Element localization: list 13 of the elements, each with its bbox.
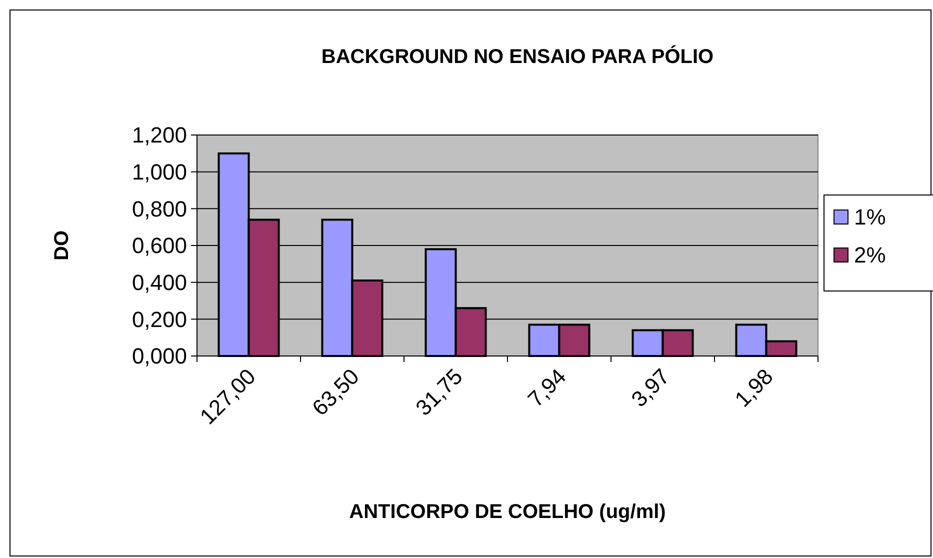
y-tick-label: 0,800 xyxy=(132,196,187,222)
x-axis-title: ANTICORPO DE COELHO (ug/ml) xyxy=(349,501,666,523)
chart-title: BACKGROUND NO ENSAIO PARA PÓLIO xyxy=(321,45,714,68)
y-axis-title: DO xyxy=(51,230,73,260)
x-tick-label: 7,94 xyxy=(522,364,571,412)
y-tick-label: 1,000 xyxy=(132,160,187,185)
legend-label: 1% xyxy=(854,204,886,230)
y-tick-label: 0,000 xyxy=(132,344,187,369)
legend-label: 2% xyxy=(854,242,886,268)
y-tick-label: 0,400 xyxy=(132,270,187,296)
y-tick-label: 0,200 xyxy=(132,306,187,332)
y-tick-label: 0,600 xyxy=(132,233,187,258)
y-tick-label: 1,200 xyxy=(132,122,187,148)
